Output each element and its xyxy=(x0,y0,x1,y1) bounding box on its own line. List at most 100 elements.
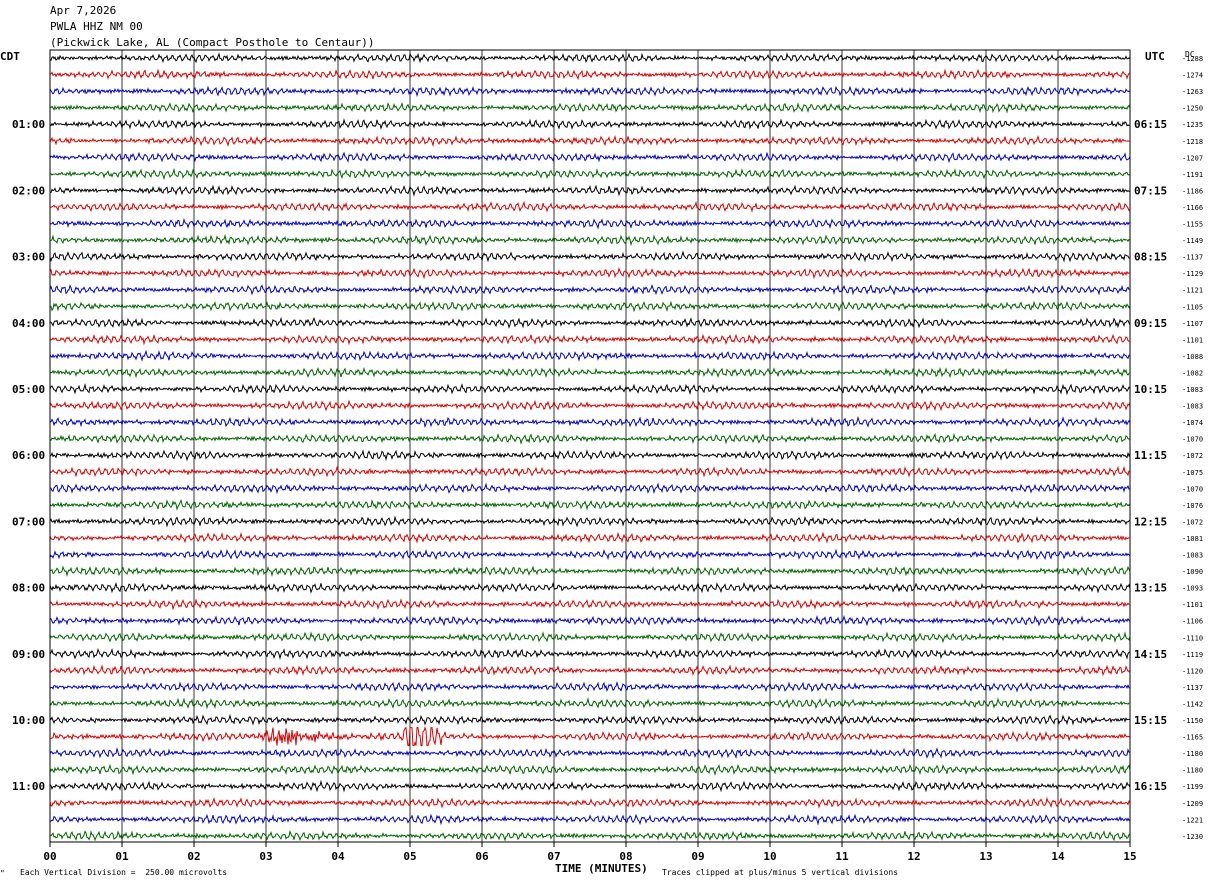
trace-line xyxy=(49,581,1131,594)
utc-hour-label: 12:15 xyxy=(1134,515,1167,528)
x-tick-label: 07 xyxy=(547,850,560,863)
utc-hour-label: 09:15 xyxy=(1134,317,1167,330)
dc-offset-label: -1072 xyxy=(1182,452,1203,460)
station-code: PWLA HHZ NM 00 xyxy=(50,20,143,33)
dc-offset-label: -1263 xyxy=(1182,88,1203,96)
x-tick-label: 04 xyxy=(331,850,345,863)
dc-offset-label: -1070 xyxy=(1182,485,1203,493)
trace-line xyxy=(49,184,1131,197)
trace-line xyxy=(49,432,1131,445)
trace-line xyxy=(49,151,1131,164)
x-tick-label: 12 xyxy=(907,850,920,863)
x-tick-label: 01 xyxy=(115,850,129,863)
trace-line xyxy=(49,217,1131,230)
station-location: (Pickwick Lake, AL (Compact Posthole to … xyxy=(50,36,375,49)
dc-offset-label: -1137 xyxy=(1182,684,1203,692)
trace-line xyxy=(49,415,1131,429)
dc-offset-label: -1235 xyxy=(1182,121,1203,129)
dc-offset-label: -1150 xyxy=(1182,717,1203,725)
cdt-hour-label: 02:00 xyxy=(12,184,45,197)
cdt-hour-label: 10:00 xyxy=(12,714,45,727)
trace-line xyxy=(49,167,1131,181)
trace-line xyxy=(49,746,1131,759)
cdt-hour-label: 11:00 xyxy=(12,780,45,793)
trace-line xyxy=(49,382,1131,396)
cdt-hour-label: 07:00 xyxy=(12,515,45,528)
dc-offset-label: -1082 xyxy=(1182,369,1203,377)
dc-offset-label: -1121 xyxy=(1182,287,1203,295)
utc-hour-label: 16:15 xyxy=(1134,780,1167,793)
x-tick-label: 14 xyxy=(1051,850,1065,863)
trace-line xyxy=(49,531,1131,544)
dc-offset-label: -1274 xyxy=(1182,72,1203,80)
trace-line xyxy=(49,548,1131,561)
trace-line xyxy=(49,200,1131,213)
dc-offset-label: -1083 xyxy=(1182,552,1203,560)
dc-offset-label: -1083 xyxy=(1182,403,1203,411)
dc-offset-label: -1191 xyxy=(1182,171,1203,179)
x-tick-label: 09 xyxy=(691,850,704,863)
trace-line xyxy=(49,664,1131,677)
trace-line xyxy=(49,68,1131,81)
x-tick-label: 05 xyxy=(403,850,416,863)
cdt-hour-label: 04:00 xyxy=(12,317,45,330)
dc-offset-label: -1101 xyxy=(1182,601,1203,609)
trace-line xyxy=(49,266,1130,280)
label-layer: 00 01 02 03 04 05 06 07 08 09 10 11 12 13 14 15 -1288 -12… xyxy=(12,55,1203,863)
cdt-hour-label: 09:00 xyxy=(12,648,45,661)
x-tick-label: 13 xyxy=(979,850,992,863)
dc-offset-label: -1076 xyxy=(1182,502,1203,510)
dc-offset-label: -1199 xyxy=(1182,783,1203,791)
trace-line xyxy=(49,300,1131,313)
dc-offset-label: -1074 xyxy=(1182,419,1203,427)
utc-hour-label: 14:15 xyxy=(1134,648,1167,661)
dc-offset-label: -1218 xyxy=(1182,138,1203,146)
trace-line xyxy=(49,250,1131,263)
trace-line xyxy=(49,598,1131,611)
trace-line xyxy=(49,813,1131,826)
dc-offset-label: -1105 xyxy=(1182,303,1203,311)
dc-offset-label: -1081 xyxy=(1182,535,1203,543)
x-tick-label: 06 xyxy=(475,850,489,863)
trace-line xyxy=(49,85,1131,98)
trace-line xyxy=(49,233,1131,247)
dc-offset-label: -1072 xyxy=(1182,518,1203,526)
x-axis-title: TIME (MINUTES) xyxy=(555,862,648,875)
dc-offset-label: -1129 xyxy=(1182,270,1203,278)
utc-hour-label: 08:15 xyxy=(1134,251,1167,264)
dc-offset-label: -1207 xyxy=(1182,154,1203,162)
plot-frame xyxy=(49,49,1131,843)
x-tick-label: 03 xyxy=(259,850,272,863)
trace-line xyxy=(49,796,1131,809)
x-tick-label: 15 xyxy=(1123,850,1136,863)
dc-offset-label: -1101 xyxy=(1182,336,1203,344)
scale-note: Each Vertical Division = 250.00 microvol… xyxy=(20,868,228,877)
trace-line xyxy=(49,333,1131,346)
dc-offset-label: -1083 xyxy=(1182,386,1203,394)
dc-offset-label: -1180 xyxy=(1182,750,1203,758)
dc-offset-label: -1107 xyxy=(1182,320,1203,328)
trace-line xyxy=(49,465,1131,478)
dc-offset-label: -1209 xyxy=(1182,800,1203,808)
trace-line xyxy=(49,449,1131,462)
trace-line xyxy=(49,52,1131,64)
utc-hour-label: 07:15 xyxy=(1134,184,1167,197)
utc-hour-label: 10:15 xyxy=(1134,383,1167,396)
dc-offset-label: -1230 xyxy=(1182,833,1203,841)
trace-line xyxy=(49,367,1131,379)
trace-layer xyxy=(49,52,1131,842)
dc-offset-label: -1075 xyxy=(1182,469,1203,477)
utc-hour-label: 06:15 xyxy=(1134,118,1167,131)
utc-hour-label: 13:15 xyxy=(1134,582,1167,595)
grid-lines xyxy=(49,49,1131,847)
trace-line xyxy=(49,779,1131,793)
cdt-hour-label: 05:00 xyxy=(12,383,45,396)
plot-date: Apr 7,2026 xyxy=(50,4,117,17)
trace-line xyxy=(49,349,1131,362)
dc-offset-label: -1120 xyxy=(1182,667,1203,675)
trace-line xyxy=(49,118,1131,130)
cdt-hour-label: 03:00 xyxy=(12,251,45,264)
trace-line xyxy=(49,680,1131,693)
x-tick-label: 02 xyxy=(187,850,200,863)
